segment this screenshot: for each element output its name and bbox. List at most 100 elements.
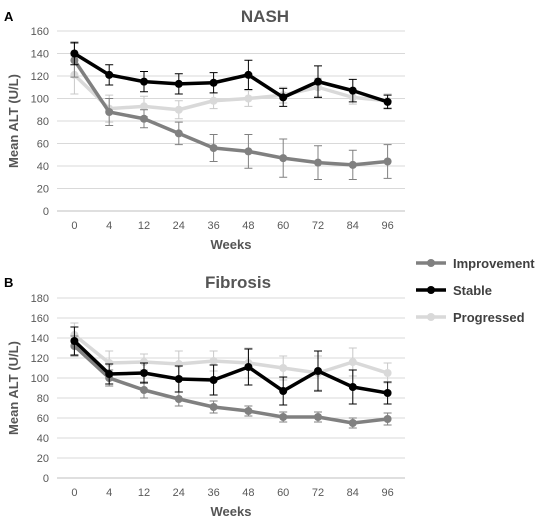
data-point-progressed [244,94,253,103]
y-tick-label: 100 [31,94,49,106]
data-point-progressed [105,359,114,367]
y-tick-label: 140 [31,49,49,61]
data-point-stable [279,387,288,395]
data-point-improvement [244,147,253,156]
legend-label-progressed: Progressed [453,310,525,325]
chart-title-nash: NASH [241,7,289,26]
data-point-improvement [383,415,392,423]
data-point-stable [348,86,357,95]
legend-label-improvement: Improvement [453,256,535,271]
y-tick-label: 40 [37,433,49,445]
fibrosis-plot: 0 20 40 60 80 100 120 140 160 180 0 4 12 24 36 48 60 72 84… [6,293,405,519]
x-tick-label: 72 [312,487,324,499]
y-tick-label: 160 [31,26,49,38]
x-tick-label: 96 [381,487,393,499]
data-point-stable [314,77,322,86]
series-improvement [70,42,392,180]
x-tick-label: 12 [138,220,150,232]
series-line-improvement [72,59,388,167]
series-line-stable [73,52,389,104]
data-point-progressed [140,102,148,111]
data-point-stable [383,97,392,106]
data-point-stable [174,79,183,88]
y-tick-label: 20 [37,453,49,465]
data-point-stable [70,337,79,345]
data-point-stable [279,93,288,102]
x-tick-label: 4 [106,220,112,232]
y-tick-label: 20 [37,184,49,196]
x-tick-label: 0 [71,487,77,499]
y-tick-label: 40 [37,161,49,173]
data-point-stable [209,78,218,87]
data-point-improvement [105,108,114,116]
data-point-improvement [244,407,253,415]
x-tick-label: 84 [347,220,359,232]
panel-label-b: B [4,275,13,290]
y-tick-label: 100 [31,373,49,385]
y-tick-label: 60 [37,139,49,151]
data-point-stable [105,70,114,79]
y-tick-label: 0 [43,206,49,218]
y-tick-label: 80 [37,393,49,405]
series-stable [70,326,392,406]
data-point-progressed [383,369,392,377]
data-point-progressed [140,358,148,366]
data-point-improvement [174,395,183,403]
y-tick-label: 180 [31,293,49,305]
data-point-stable [70,49,79,58]
x-axis-title: Weeks [211,237,252,252]
series-line-improvement [73,344,388,425]
data-point-progressed [348,358,357,366]
y-tick-label: 140 [31,333,49,345]
x-tick-label: 60 [277,487,289,499]
y-tick-label: 80 [37,116,49,128]
data-point-improvement [348,419,357,427]
series-stable [70,41,392,110]
series-improvement [70,335,392,429]
nash-plot: 0 20 40 60 80 100 120 140 160 0 4 12 24 36 48 60 72 84 96 W… [6,26,405,252]
data-point-stable [140,369,148,377]
data-point-improvement [209,144,218,152]
data-point-improvement [140,114,148,123]
x-tick-label: 12 [138,487,150,499]
data-point-stable [383,389,392,397]
data-point-improvement [279,413,288,421]
series-line-progressed [73,333,389,375]
data-point-improvement [174,129,183,138]
y-tick-label: 60 [37,413,49,425]
x-tick-label: 36 [207,487,219,499]
data-point-stable [244,363,253,371]
x-tick-label: 60 [277,220,289,232]
x-tick-label: 24 [173,220,185,232]
legend: Improvement Stable Progressed [416,256,535,325]
data-point-improvement [314,413,322,421]
data-point-progressed [209,96,218,105]
y-tick-label: 0 [43,473,49,485]
data-point-stable [244,70,253,79]
data-point-improvement [314,158,322,167]
data-point-improvement [140,386,148,394]
x-tick-label: 48 [242,220,254,232]
panel-label-a: A [4,9,14,24]
data-point-stable [140,77,148,86]
data-point-stable [174,375,183,383]
y-axis-title: Mean ALT (U/L) [6,74,21,168]
data-point-progressed [174,105,183,114]
x-tick-label: 84 [347,487,359,499]
x-tick-label: 72 [312,220,324,232]
y-tick-label: 160 [31,313,49,325]
data-point-improvement [348,160,357,169]
chart-title-fibrosis: Fibrosis [205,273,271,292]
x-axis-title: Weeks [211,504,252,519]
legend-marker-progressed [427,313,435,321]
legend-label-stable: Stable [453,283,492,298]
series-line-progressed [73,73,388,112]
y-tick-label: 120 [31,353,49,365]
x-tick-label: 48 [242,487,254,499]
data-point-improvement [279,154,288,163]
data-point-improvement [209,403,218,411]
data-point-stable [348,383,357,391]
y-tick-label: 120 [31,71,49,83]
x-tick-label: 96 [381,220,393,232]
